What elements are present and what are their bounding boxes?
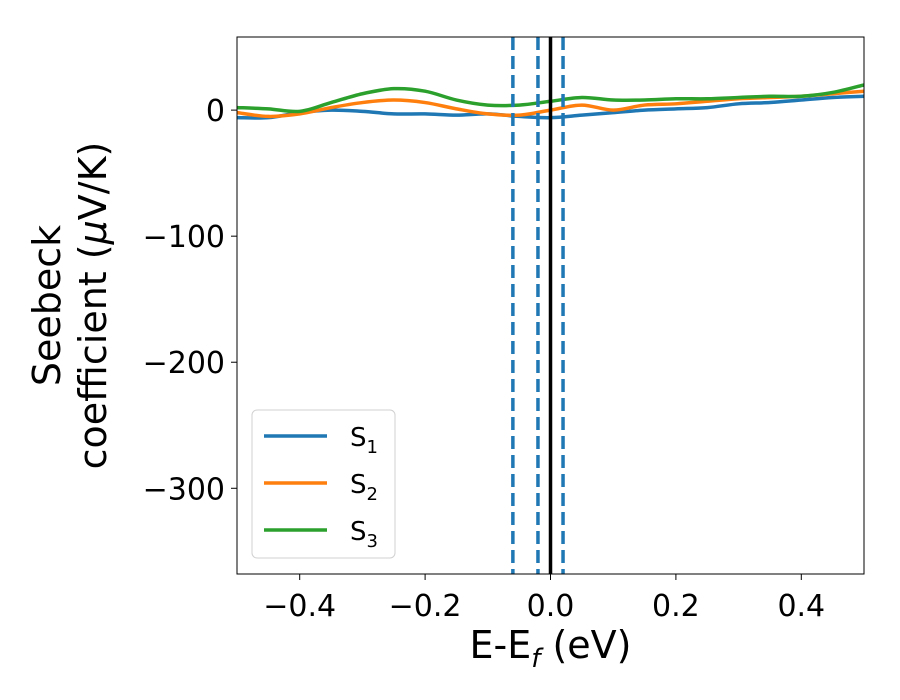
y-axis-label-line2: coefficient (μV/K) <box>71 142 115 470</box>
axis-ticks: −0.4 −0.2 0.0 0.2 0.4 0 −100 −200 −300 <box>143 94 826 624</box>
y-tick-label: −200 <box>143 346 225 381</box>
x-axis-label-unit: (eV) <box>540 623 631 667</box>
legend: S1 S2 S3 <box>251 409 396 559</box>
x-axis-label-main: E-E <box>470 623 532 667</box>
x-axis-label: E-Ef (eV) <box>470 623 632 674</box>
y-axis-label-line1: Seebeck <box>25 225 69 386</box>
x-tick-label: 0.0 <box>527 589 575 624</box>
y-axis-label-mu: μ <box>71 220 115 245</box>
x-tick-label: 0.4 <box>777 589 825 624</box>
reference-lines <box>511 37 565 574</box>
y-axis-label-post: V/K) <box>71 142 115 221</box>
legend-label-s3: S3 <box>350 517 378 552</box>
y-axis-label: Seebeck coefficient (μV/K) <box>25 142 115 470</box>
x-tick-label: −0.4 <box>263 589 336 624</box>
legend-label-s1: S1 <box>350 423 378 458</box>
legend-label-s2: S2 <box>350 470 378 505</box>
y-tick-label: −300 <box>143 472 225 507</box>
x-tick-label: −0.2 <box>389 589 462 624</box>
y-axis-label-pre: coefficient ( <box>71 244 115 469</box>
y-tick-label: 0 <box>206 94 225 129</box>
x-tick-label: 0.2 <box>652 589 700 624</box>
y-tick-label: −100 <box>143 220 225 255</box>
